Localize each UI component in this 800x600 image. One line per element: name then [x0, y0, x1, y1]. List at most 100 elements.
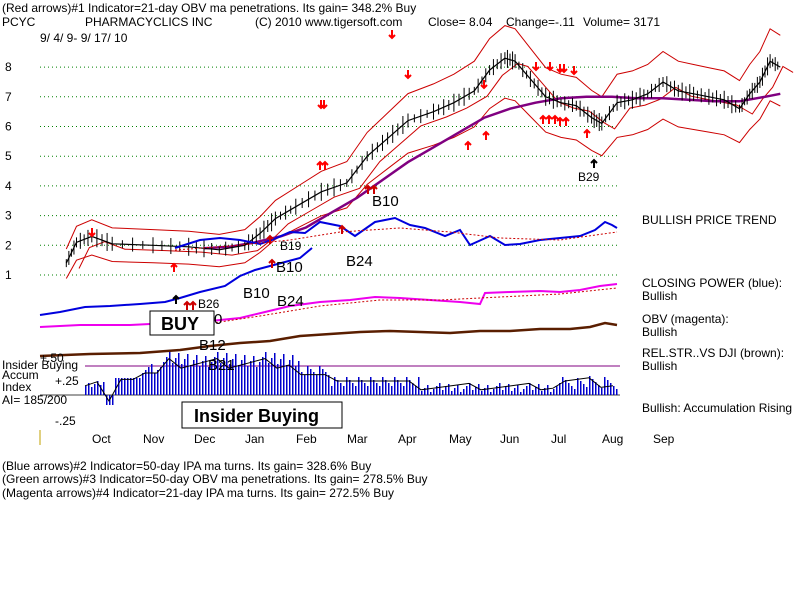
accum-bar — [598, 385, 600, 395]
accum-bar — [352, 383, 354, 395]
accum-bar — [454, 388, 456, 395]
accum-bar — [310, 369, 312, 395]
accum-bar — [265, 352, 267, 395]
accum-bar — [370, 377, 372, 395]
accum-bar — [208, 367, 210, 395]
accum-bar — [472, 390, 474, 395]
accum-bar — [445, 387, 447, 395]
up-arrow-icon — [170, 262, 178, 272]
label-b19: B19 — [280, 239, 302, 253]
accum-bar — [595, 382, 597, 395]
accum-bar — [466, 386, 468, 395]
header-company: PHARMACYCLICS INC — [85, 15, 213, 29]
accum-bar — [244, 355, 246, 395]
accum-bar — [226, 353, 228, 395]
accum-bar — [181, 364, 183, 395]
label-b21: B21 — [208, 357, 235, 374]
accum-bar — [130, 378, 132, 395]
up-arrow-icon — [482, 130, 490, 140]
footer-line-1: (Blue arrows)#2 Indicator=50-day IPA ma … — [2, 459, 371, 473]
up-arrow-icon — [551, 114, 559, 124]
closing-power-lower-line — [39, 247, 313, 316]
accum-bar — [385, 380, 387, 395]
accum-bar — [514, 388, 516, 395]
accum-bar — [307, 366, 309, 395]
accum-bar — [616, 389, 618, 395]
label-b10-a: B10 — [372, 193, 399, 210]
accum-bar — [94, 384, 96, 395]
accum-bar — [553, 389, 555, 395]
up-arrow-icon — [364, 184, 372, 194]
y-tick-8: 8 — [5, 60, 12, 74]
accum-bar — [214, 357, 216, 395]
accum-bar — [460, 392, 462, 395]
accum-bar — [406, 377, 408, 395]
accum-bar — [304, 375, 306, 395]
header-indicator-line: (Red arrows)#1 Indicator=21-day OBV ma p… — [2, 1, 416, 15]
header-date-range: 9/ 4/ 9- 9/ 17/ 10 — [40, 31, 128, 45]
y-tick-5: 5 — [5, 149, 12, 163]
accum-bar — [280, 359, 282, 395]
accum-bar — [289, 360, 291, 395]
accum-bar — [286, 365, 288, 395]
accum-bar — [88, 383, 90, 395]
label-b24-b: B24 — [277, 293, 304, 310]
x-tick-may: May — [449, 432, 472, 446]
x-tick-apr: Apr — [398, 432, 417, 446]
header-copyright: (C) 2010 www.tigersoft.com — [255, 15, 402, 29]
accum-bar — [232, 359, 234, 395]
left-plus25: +.25 — [55, 374, 79, 388]
accum-bar — [451, 391, 453, 395]
accum-bar — [511, 391, 513, 395]
accum-bars — [85, 352, 618, 405]
up-arrow-icon — [370, 184, 378, 194]
relstr-line — [39, 321, 618, 358]
up-arrow-icon — [556, 116, 564, 126]
accum-bar — [136, 378, 138, 395]
accum-bar — [475, 387, 477, 395]
accum-bar — [571, 386, 573, 395]
accum-bar — [106, 395, 108, 405]
footer-line-2: (Green arrows)#3 Indicator=50-day OBV ma… — [2, 472, 428, 486]
accum-bar — [97, 381, 99, 395]
accum-bar — [91, 387, 93, 395]
accum-bar — [250, 361, 252, 395]
accum-bar — [508, 384, 510, 395]
accum-bar — [349, 380, 351, 395]
accum-ma-line — [84, 357, 614, 402]
accum-bar — [328, 375, 330, 395]
accum-bar — [238, 365, 240, 395]
x-tick-dec: Dec — [194, 432, 215, 446]
x-tick-nov: Nov — [143, 432, 164, 446]
accum-bar — [346, 377, 348, 395]
accum-bar — [241, 360, 243, 395]
up-arrow-icon — [268, 258, 276, 268]
accum-bar — [517, 385, 519, 395]
accum-bar — [589, 376, 591, 395]
accum-bar — [478, 384, 480, 395]
accum-bar — [457, 385, 459, 395]
accum-bar — [115, 378, 117, 395]
accum-bar — [112, 395, 114, 405]
y-tick-4: 4 — [5, 179, 12, 193]
accum-bar — [577, 378, 579, 395]
up-arrow-icon — [539, 114, 547, 124]
price-gridlines — [40, 66, 620, 276]
accum-bar — [526, 386, 528, 395]
accum-bar — [493, 389, 495, 395]
accum-bar — [151, 364, 153, 395]
accum-bar — [610, 383, 612, 395]
lower-band-line — [65, 97, 781, 279]
accum-bar — [319, 366, 321, 395]
down-arrow-icon — [388, 30, 396, 40]
up-arrow-icon — [316, 160, 324, 170]
x-tick-jul: Jul — [551, 432, 566, 446]
accum-bar — [361, 380, 363, 395]
price-y-ticks: 1 2 3 4 5 6 7 8 — [5, 60, 12, 282]
accum-bar — [325, 372, 327, 395]
accum-bar — [538, 384, 540, 395]
up-arrow-icon — [545, 114, 553, 124]
accum-bar — [139, 378, 141, 395]
accum-bar — [178, 353, 180, 395]
accum-bar — [100, 385, 102, 395]
